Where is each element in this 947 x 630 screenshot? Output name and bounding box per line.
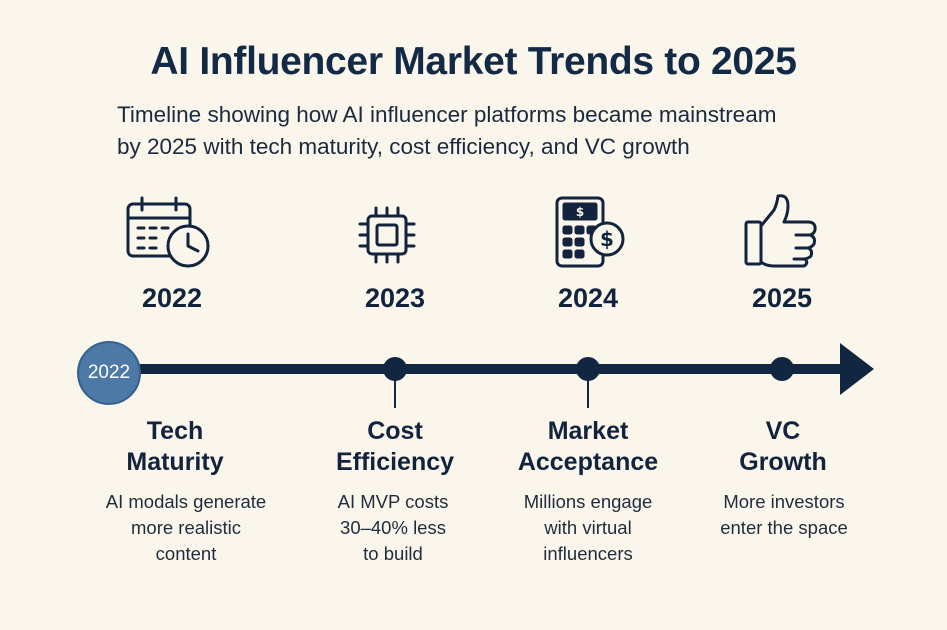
timeline-arrow-head [840, 343, 874, 395]
milestone-heading-vc-growth: VC Growth [739, 417, 827, 476]
timeline-line [110, 364, 848, 374]
milestone-description-2022: AI modals generate more realistic conten… [105, 491, 267, 564]
svg-text:$: $ [600, 227, 614, 251]
svg-text:$: $ [576, 205, 584, 219]
timeline-dot-2025 [770, 357, 794, 381]
milestone-heading-cost-efficiency: Cost Efficiency [335, 417, 455, 476]
page-title: AI Influencer Market Trends to 2025 [150, 40, 797, 83]
timeline-connector [587, 374, 589, 408]
subtitle: Timeline showing how AI influencer platf… [117, 99, 877, 163]
calculator-dollar-icon: $ $ [555, 196, 625, 268]
timeline-start-marker: 2022 [77, 341, 141, 405]
thumbs-up-icon [744, 194, 817, 268]
milestone-year-2024: 2024 [557, 283, 619, 313]
milestone-year-2023: 2023 [364, 283, 426, 313]
milestone-heading-market-acceptance: Market Acceptance [517, 417, 659, 476]
milestone-description-2023: AI MVP costs 30–40% less to build [337, 491, 449, 564]
calendar-clock-icon [126, 196, 210, 268]
timeline-connector [394, 374, 396, 408]
subtitle-line-1: Timeline showing how AI influencer platf… [117, 102, 777, 127]
chip-icon [358, 206, 416, 264]
milestone-year-2025: 2025 [751, 283, 813, 313]
milestone-year-2022: 2022 [141, 283, 203, 313]
milestone-description-2024: Millions engage with virtual influencers [523, 491, 653, 564]
milestone-heading-tech-maturity: Tech Maturity [126, 417, 224, 476]
subtitle-line-2: by 2025 with tech maturity, cost efficie… [117, 134, 690, 159]
milestone-description-2025: More investors enter the space [720, 491, 848, 538]
